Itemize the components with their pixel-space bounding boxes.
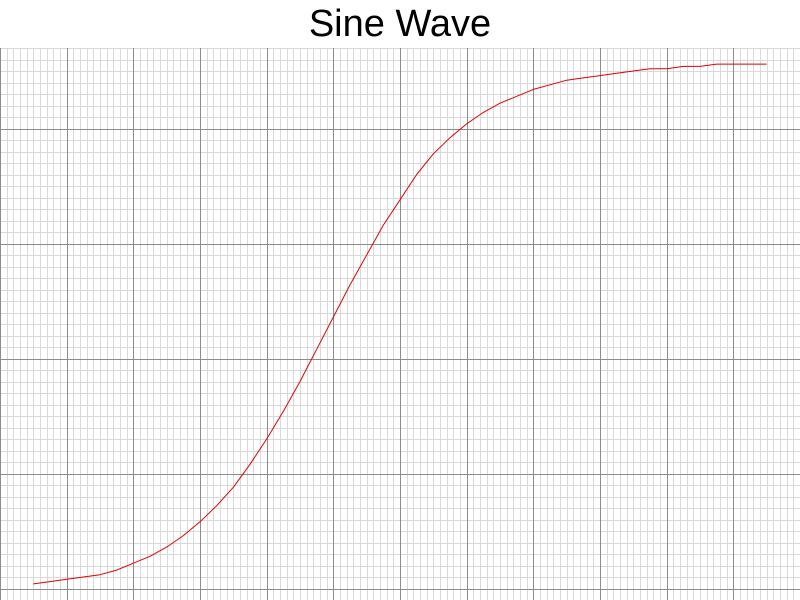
minor-grid — [0, 48, 800, 600]
series-line — [33, 63, 767, 585]
major-grid — [0, 48, 800, 600]
chart-title: Sine Wave — [308, 3, 492, 45]
series-layer — [33, 63, 767, 585]
